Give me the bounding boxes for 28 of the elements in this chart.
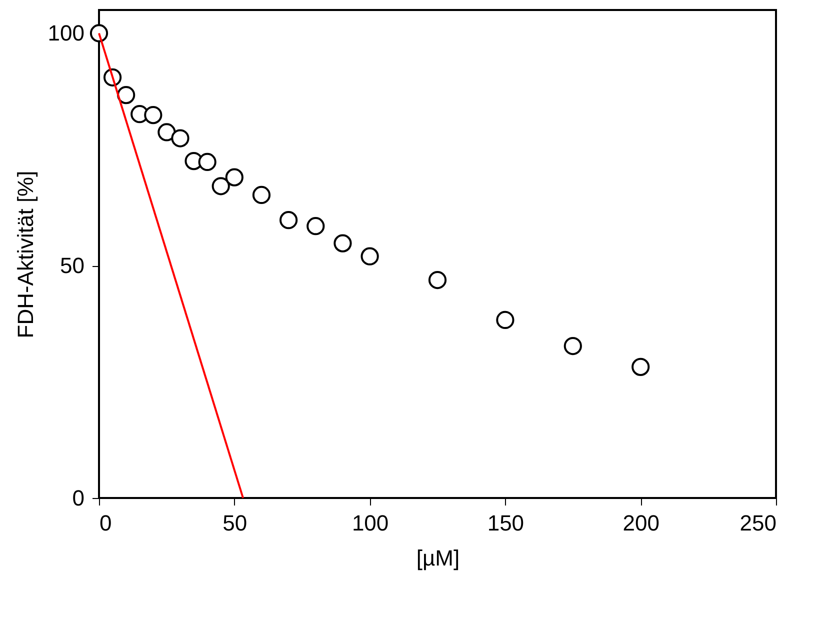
point	[225, 168, 244, 186]
point	[306, 217, 325, 236]
y-tick-label: 50	[60, 253, 84, 278]
x-tick-label: 50	[222, 510, 248, 536]
point	[90, 24, 108, 42]
point	[212, 177, 230, 196]
y-tick-label: 0	[72, 486, 84, 510]
point	[158, 123, 176, 142]
y-tick-label: 100	[48, 20, 84, 46]
point	[632, 358, 650, 376]
x-tick-label: 150	[487, 510, 524, 536]
point	[117, 86, 136, 104]
point	[198, 152, 216, 172]
x-axis-title: [µM]	[416, 546, 460, 570]
point	[428, 270, 447, 290]
x-tick-label: 0	[100, 510, 112, 536]
point	[334, 234, 352, 252]
x-tick-label: 100	[352, 510, 389, 536]
point	[496, 310, 514, 330]
point	[564, 336, 582, 356]
x-tick-label: 250	[740, 510, 776, 536]
y-axis-title: FDH-Aktivität [%]	[12, 170, 38, 338]
x-tick-label: 200	[622, 510, 660, 536]
point	[144, 106, 162, 124]
point	[252, 186, 271, 204]
point	[280, 211, 298, 230]
point	[360, 247, 379, 266]
point	[171, 129, 190, 148]
